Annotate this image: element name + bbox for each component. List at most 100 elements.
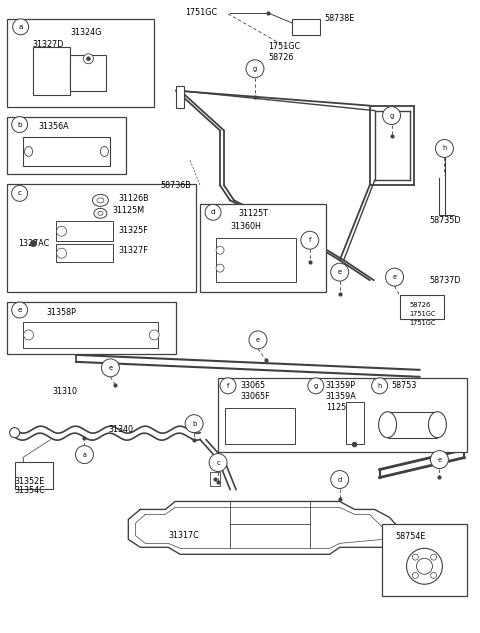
Bar bbox=[33, 47, 71, 95]
Bar bbox=[225, 408, 295, 444]
Circle shape bbox=[383, 106, 400, 125]
Text: 58738E: 58738E bbox=[325, 15, 355, 23]
Bar bbox=[399, 295, 444, 319]
Bar bbox=[210, 472, 220, 486]
Text: 31358P: 31358P bbox=[47, 308, 76, 316]
Text: 1327AC: 1327AC bbox=[19, 239, 50, 248]
Text: d: d bbox=[337, 477, 342, 482]
Circle shape bbox=[412, 554, 418, 560]
Text: 58736B: 58736B bbox=[160, 181, 191, 190]
Bar bbox=[71, 55, 107, 91]
Text: 1751GC: 1751GC bbox=[409, 320, 436, 326]
Text: a: a bbox=[83, 451, 86, 458]
Bar bbox=[382, 524, 468, 596]
Circle shape bbox=[216, 264, 224, 272]
Text: g: g bbox=[389, 113, 394, 118]
Circle shape bbox=[12, 116, 28, 132]
Circle shape bbox=[10, 428, 20, 437]
Circle shape bbox=[75, 446, 94, 463]
Circle shape bbox=[101, 359, 120, 377]
Circle shape bbox=[86, 57, 90, 61]
Text: 31356A: 31356A bbox=[38, 122, 69, 131]
Ellipse shape bbox=[97, 198, 104, 203]
Circle shape bbox=[417, 558, 432, 574]
Text: 1751GC: 1751GC bbox=[268, 42, 300, 51]
Text: d: d bbox=[211, 210, 216, 215]
Text: f: f bbox=[227, 383, 229, 389]
Bar bbox=[216, 238, 296, 282]
Circle shape bbox=[57, 226, 67, 236]
Text: 31324G: 31324G bbox=[71, 28, 102, 37]
Bar bbox=[56, 244, 113, 262]
Text: 1751GC: 1751GC bbox=[185, 8, 217, 17]
Text: h: h bbox=[443, 146, 446, 151]
Bar bbox=[7, 19, 154, 106]
Text: 31126B: 31126B bbox=[119, 194, 149, 203]
Circle shape bbox=[246, 60, 264, 78]
Text: c: c bbox=[18, 191, 22, 196]
Circle shape bbox=[431, 554, 437, 560]
Ellipse shape bbox=[100, 146, 108, 156]
Text: 31360H: 31360H bbox=[230, 222, 261, 231]
Ellipse shape bbox=[379, 411, 396, 437]
Circle shape bbox=[12, 185, 28, 201]
Ellipse shape bbox=[94, 208, 107, 218]
Bar bbox=[7, 184, 196, 292]
Bar bbox=[218, 378, 468, 451]
Text: 1751GC: 1751GC bbox=[409, 311, 436, 317]
Ellipse shape bbox=[24, 146, 33, 156]
Text: h: h bbox=[378, 383, 382, 389]
Text: 58753: 58753 bbox=[392, 381, 417, 391]
Text: 58737D: 58737D bbox=[430, 275, 461, 285]
Bar bbox=[15, 461, 52, 489]
Circle shape bbox=[84, 54, 94, 64]
Bar bbox=[7, 116, 126, 175]
Text: 58754E: 58754E bbox=[396, 532, 426, 541]
Text: 31359A: 31359A bbox=[326, 392, 357, 401]
Text: e: e bbox=[17, 307, 22, 313]
Text: e: e bbox=[437, 456, 442, 463]
Ellipse shape bbox=[429, 411, 446, 437]
Circle shape bbox=[12, 302, 28, 318]
Text: b: b bbox=[17, 122, 22, 128]
Circle shape bbox=[205, 204, 221, 220]
Circle shape bbox=[435, 139, 454, 158]
Text: 31125M: 31125M bbox=[112, 206, 144, 215]
Circle shape bbox=[372, 378, 387, 394]
Bar bbox=[23, 322, 158, 348]
Text: g: g bbox=[253, 66, 257, 72]
Circle shape bbox=[149, 330, 159, 340]
Circle shape bbox=[331, 470, 348, 489]
Text: 33065F: 33065F bbox=[240, 392, 270, 401]
Circle shape bbox=[385, 268, 404, 286]
Text: 31317C: 31317C bbox=[168, 531, 199, 540]
Circle shape bbox=[431, 451, 448, 468]
Text: 31325F: 31325F bbox=[119, 226, 148, 235]
Text: 58735D: 58735D bbox=[430, 216, 461, 225]
Circle shape bbox=[249, 331, 267, 349]
Text: 31310: 31310 bbox=[52, 387, 78, 396]
Circle shape bbox=[24, 330, 34, 340]
Ellipse shape bbox=[98, 211, 103, 215]
Circle shape bbox=[331, 263, 348, 281]
Bar bbox=[346, 402, 364, 444]
Text: 58726: 58726 bbox=[268, 53, 293, 62]
Text: 31125T: 31125T bbox=[238, 209, 268, 218]
Bar bbox=[176, 85, 184, 108]
Text: 31359P: 31359P bbox=[326, 381, 356, 391]
Circle shape bbox=[308, 378, 324, 394]
Text: 1125DR: 1125DR bbox=[326, 403, 358, 412]
Bar bbox=[387, 411, 437, 437]
Text: e: e bbox=[256, 337, 260, 343]
Circle shape bbox=[301, 231, 319, 249]
Circle shape bbox=[12, 19, 29, 35]
Text: g: g bbox=[313, 383, 318, 389]
Circle shape bbox=[209, 454, 227, 472]
Circle shape bbox=[407, 548, 443, 584]
Text: 31352E: 31352E bbox=[15, 477, 45, 486]
Text: 33065: 33065 bbox=[240, 381, 265, 391]
Text: f: f bbox=[309, 237, 311, 243]
Circle shape bbox=[220, 378, 236, 394]
Text: e: e bbox=[393, 274, 396, 280]
Text: 31354C: 31354C bbox=[15, 486, 46, 495]
